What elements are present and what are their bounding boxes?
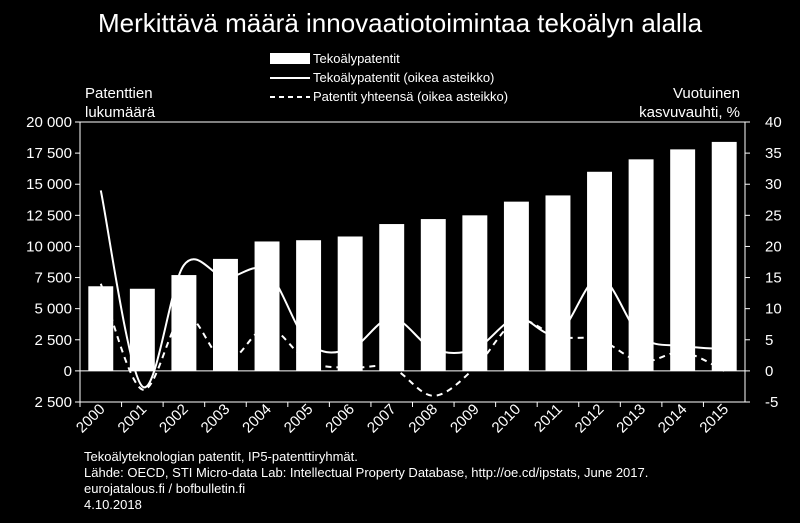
x-tick-label-2004: 2004: [239, 401, 275, 437]
bar-2009: [462, 215, 488, 371]
x-tick-label-2001: 2001: [115, 401, 151, 437]
legend-label-line: Tekoälypatentit (oikea asteikko): [313, 70, 494, 85]
line-tekoalypatentit: [99, 190, 725, 389]
note-description: Tekoälyteknologian patentit, IP5-patentt…: [84, 449, 358, 464]
line-patentit-yhteensa: [99, 283, 725, 397]
note-date: 4.10.2018: [84, 497, 142, 512]
note-source: Lähde: OECD, STI Micro-data Lab: Intelle…: [84, 465, 648, 480]
right-tick-label: 10: [765, 301, 782, 318]
x-tick-label-2002: 2002: [156, 401, 192, 437]
left-tick-label: 10 000: [26, 238, 72, 255]
left-tick-label: 20 000: [26, 114, 72, 131]
bar-2000: [88, 286, 114, 371]
x-tick-label-2014: 2014: [655, 401, 691, 437]
x-tick-label-2015: 2015: [696, 401, 732, 437]
bar-2005: [296, 240, 322, 371]
left-tick-label: 5 000: [34, 301, 72, 318]
bar-2004: [254, 241, 280, 371]
x-tick-label-2000: 2000: [73, 401, 109, 437]
right-tick-label: 30: [765, 176, 782, 193]
bar-2001: [129, 288, 155, 371]
bar-2010: [503, 201, 529, 371]
legend-label-bars: Tekoälypatentit: [313, 51, 400, 66]
x-tick-label-2006: 2006: [322, 401, 358, 437]
right-tick-label: 35: [765, 145, 782, 162]
right-tick-label: 0: [765, 363, 773, 380]
left-tick-label: 0: [64, 363, 72, 380]
right-axis-label-line2: kasvuvauhti, %: [639, 104, 740, 121]
left-tick-label: 15 000: [26, 176, 72, 193]
x-tick-label-2010: 2010: [489, 401, 525, 437]
bars-group: [88, 141, 737, 371]
bar-2007: [379, 224, 405, 371]
right-tick-label: 5: [765, 332, 773, 349]
x-tick-label-2008: 2008: [405, 401, 441, 437]
right-tick-label: 15: [765, 270, 782, 287]
left-tick-label: 17 500: [26, 145, 72, 162]
bar-2014: [670, 149, 696, 371]
bar-2012: [587, 171, 612, 371]
x-tick-label-2007: 2007: [364, 401, 400, 437]
left-axis-label-line2: lukumäärä: [85, 104, 156, 121]
right-tick-label: 20: [765, 238, 782, 255]
left-tick-label: 2 500: [34, 332, 72, 349]
bar-2015: [711, 141, 737, 371]
legend-label-dashed: Patentit yhteensä (oikea asteikko): [313, 89, 508, 104]
note-site: eurojatalous.fi / bofbulletin.fi: [84, 481, 245, 496]
right-tick-label: 40: [765, 114, 782, 131]
left-tick-label: 12 500: [26, 207, 72, 224]
x-tick-label-2011: 2011: [531, 401, 566, 436]
chart-title: Merkittävä määrä innovaatiotoimintaa tek…: [98, 8, 703, 38]
right-axis-label-line1: Vuotuinen: [673, 85, 740, 102]
x-tick-label-2013: 2013: [613, 401, 649, 437]
right-tick-label: -5: [765, 394, 778, 411]
left-tick-label: 7 500: [34, 270, 72, 287]
legend-swatch-bars: [270, 53, 310, 64]
right-tick-label: 25: [765, 207, 782, 224]
left-tick-label: 2 500: [34, 394, 72, 411]
left-axis-label-line1: Patenttien: [85, 85, 153, 102]
bar-2008: [420, 219, 446, 371]
x-tick-label-2009: 2009: [447, 401, 483, 437]
x-tick-label-2003: 2003: [198, 401, 234, 437]
bar-2013: [628, 159, 654, 371]
x-tick-label-2005: 2005: [281, 401, 317, 437]
bar-2011: [545, 195, 571, 371]
x-tick-label-2012: 2012: [572, 401, 608, 437]
lines-group: [99, 190, 725, 397]
